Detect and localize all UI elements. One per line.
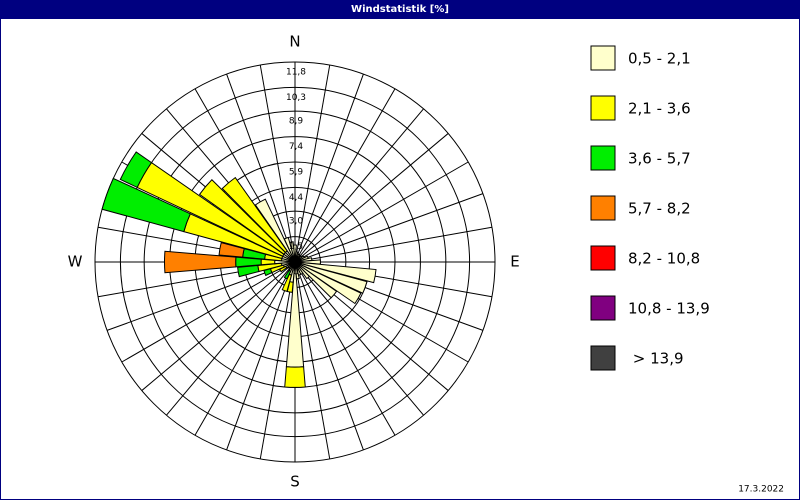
spoke: [294, 193, 484, 263]
spoke: [106, 261, 296, 331]
spoke: [141, 261, 296, 391]
spoke: [294, 261, 364, 451]
date: 17.3.2022: [738, 485, 784, 495]
wind-bar: [281, 273, 293, 293]
legend-swatch: [590, 295, 616, 321]
wind-bar: [283, 269, 292, 280]
labels: 0 1,5 3,0 4,4 5,9 7,4 8,9 10,3 11,8 N E S W: [68, 33, 520, 491]
legend-swatch: [590, 45, 616, 71]
spoke: [226, 261, 296, 451]
title-bar: [0, 0, 800, 18]
wind-bar: [218, 242, 245, 258]
wind-bar: [198, 179, 287, 255]
wind-bar: [254, 198, 296, 263]
wind-bar: [163, 250, 237, 274]
spoke: [259, 64, 296, 263]
wind-bar: [101, 177, 191, 233]
legend-swatch: [590, 345, 616, 371]
legend-label: 0,5 - 2,1: [628, 50, 691, 68]
wind-bar: [289, 241, 296, 263]
direction-label: S: [290, 473, 300, 491]
legend-swatch: [590, 245, 616, 271]
spoke: [294, 261, 424, 416]
ring-label: 4,4: [289, 193, 304, 203]
spoke: [294, 161, 469, 263]
legend: 0,5 - 2,1 2,1 - 3,6 3,6 - 5,7 5,7 - 8,2 8,2 …: [590, 45, 710, 371]
spoke: [294, 261, 331, 460]
wind-bar: [284, 366, 306, 388]
ring-label: 1,5: [289, 242, 303, 252]
wind-bar: [294, 261, 368, 294]
spoke: [194, 261, 296, 436]
wind-bar: [283, 236, 296, 263]
legend-swatch: [590, 95, 616, 121]
wind-bar: [237, 264, 260, 278]
spoke: [294, 226, 493, 263]
ring-label: 3,0: [289, 217, 304, 227]
wind-bar: [119, 151, 153, 189]
spoke: [226, 73, 296, 263]
spoke: [121, 261, 296, 363]
legend-label: 10,8 - 13,9: [628, 300, 710, 318]
spoke: [294, 108, 424, 263]
legend-label: 3,6 - 5,7: [628, 150, 691, 168]
legend-label: 2,1 - 3,6: [628, 100, 691, 118]
spoke: [294, 73, 364, 263]
ring-label: 7,4: [289, 142, 304, 152]
wind-bar: [221, 176, 288, 254]
direction-label: E: [510, 253, 519, 271]
legend-label: 8,2 - 10,8: [628, 250, 700, 268]
legend-swatch: [590, 145, 616, 171]
wind-bar: [294, 261, 338, 299]
spoke: [294, 261, 396, 436]
spoke: [294, 64, 331, 263]
spoke: [294, 88, 396, 263]
wind-bar: [294, 261, 362, 305]
legend-label: > 13,9: [628, 350, 684, 368]
bars: [101, 151, 377, 388]
spoke: [259, 261, 296, 460]
legend-label: 5,7 - 8,2: [628, 200, 691, 218]
ring-label: 10,3: [286, 93, 306, 103]
direction-label: N: [289, 33, 300, 51]
spoke: [166, 261, 296, 416]
ring-label: 11,8: [286, 68, 306, 78]
ring-label: 0: [293, 268, 299, 278]
ring-label: 5,9: [289, 168, 304, 178]
wind-bar: [294, 261, 311, 280]
spoke: [294, 133, 449, 263]
direction-label: W: [68, 253, 83, 271]
legend-swatch: [590, 195, 616, 221]
chart-title: Windstatistik [%]: [351, 4, 449, 15]
ring-label: 8,9: [289, 117, 304, 127]
